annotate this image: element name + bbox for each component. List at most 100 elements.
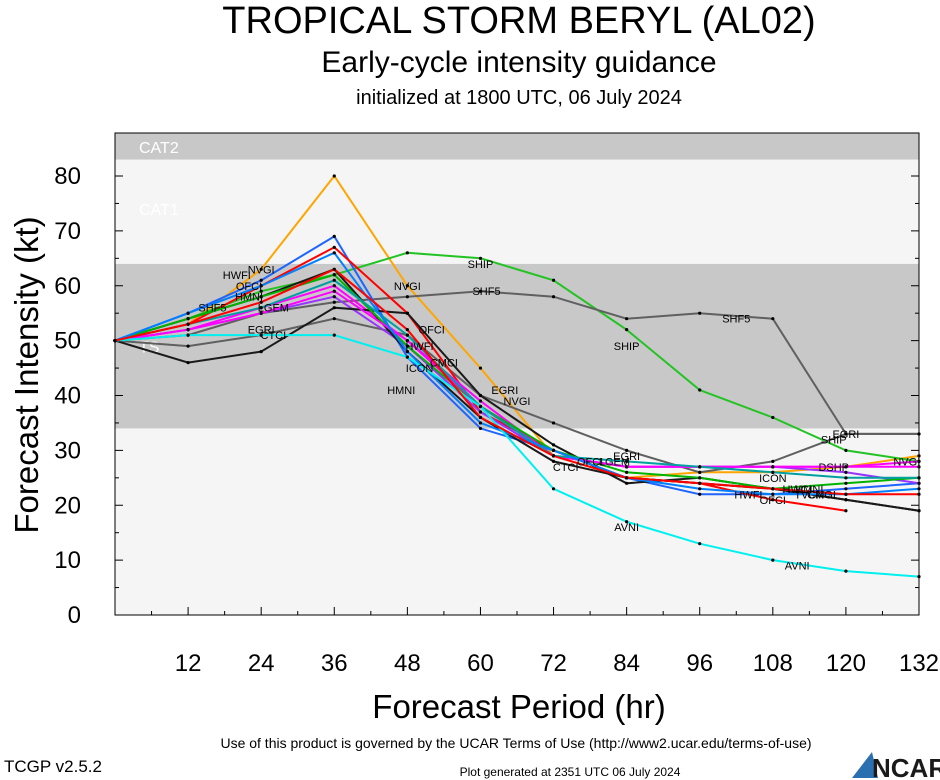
data-point-hwci: [332, 251, 336, 255]
data-point-dshp: [625, 465, 629, 469]
series-line-lgem: [114, 279, 919, 479]
data-point-ctci: [551, 443, 556, 447]
data-point-ofci: [844, 509, 848, 513]
data-point-lgem: [405, 333, 409, 337]
data-point-cmgi: [917, 481, 921, 485]
data-point-icon: [332, 273, 336, 277]
series-label-egri: EGRI: [613, 451, 640, 463]
series-line-egri: [114, 317, 919, 474]
series-label-shf5: SHF5: [198, 303, 226, 315]
data-point-ctci: [405, 311, 409, 315]
y-tick-label: 80: [54, 163, 81, 190]
data-point-tvcn: [113, 339, 117, 343]
data-point-ofci: [332, 245, 336, 249]
x-tick-label: 48: [394, 650, 421, 677]
series-label-cmci: CMCI: [430, 358, 458, 370]
x-tick-label: 36: [321, 650, 348, 677]
data-point-avni: [698, 542, 702, 546]
data-point-shf5: [771, 317, 775, 321]
series-label-avni: AVNI: [614, 522, 639, 534]
data-point-tvcn: [405, 328, 409, 332]
data-point-ctci: [478, 393, 483, 398]
series-label-hmni: HMNI: [235, 292, 263, 304]
data-point-tvcn: [698, 481, 702, 485]
data-point-lgem: [625, 459, 629, 463]
data-point-tvcn: [917, 492, 921, 496]
data-point-shf5: [332, 300, 336, 304]
data-point-ship: [259, 289, 263, 293]
data-point-dshp: [186, 328, 190, 332]
data-point-dshp: [917, 459, 921, 463]
x-tick-label: 120: [826, 650, 866, 677]
x-axis-label: Forecast Period (hr): [372, 688, 665, 725]
data-point-cmci: [478, 399, 483, 403]
data-point-avni: [917, 574, 921, 579]
data-point-hwci: [698, 487, 702, 491]
data-point-tvcn: [186, 322, 190, 326]
data-point-cmgi: [844, 470, 848, 474]
data-point-hwci: [186, 311, 190, 315]
x-tick-label: 132: [899, 650, 939, 677]
series-label-ofci: OFCI: [236, 281, 262, 293]
band-label-cat1: CAT1: [139, 202, 179, 219]
data-point-ctci: [917, 509, 921, 513]
series-label-shf5: SHF5: [722, 314, 750, 326]
series-label-icon: ICON: [406, 363, 434, 375]
data-point-avni: [332, 333, 336, 337]
series-label-ship: SHIP: [468, 259, 494, 271]
data-point-icon: [259, 295, 263, 299]
data-point-icon: [844, 481, 848, 485]
data-point-egri: [771, 459, 775, 463]
band-cat2: [115, 133, 919, 160]
series-label-egri: EGRI: [248, 325, 275, 337]
data-point-lgem: [771, 470, 775, 474]
logo-mark-icon: [852, 752, 878, 778]
series-label-lgem: LGEM: [599, 456, 630, 468]
data-point-icon: [186, 317, 190, 321]
series-label-ctci: CTCI: [261, 330, 287, 342]
series-label-cmgi: CMGI: [807, 489, 836, 501]
series-label-ship: SHIP: [821, 434, 847, 446]
series-label-lgem: LGEM: [258, 303, 289, 315]
data-point-dshp: [332, 289, 336, 293]
data-point-avni: [405, 355, 409, 359]
data-point-ctci: [625, 481, 629, 485]
series-label-hwfi: HWFI: [734, 489, 762, 501]
y-tick-label: 0: [68, 602, 81, 629]
series-label-tvcn: TVCN: [794, 489, 824, 501]
series-label-hwfi: HWFI: [223, 270, 251, 282]
data-point-nvgi: [259, 267, 263, 271]
data-point-egri: [551, 421, 556, 425]
data-point-hwci: [551, 448, 556, 452]
data-point-shf5: [625, 317, 629, 321]
data-point-tvcn: [844, 492, 848, 496]
data-point-shf5: [478, 289, 483, 293]
data-point-hwfi: [478, 426, 483, 431]
data-point-ctci: [259, 350, 263, 354]
data-point-hwfi: [698, 492, 702, 496]
series-label-ofci: OFCI: [577, 456, 603, 468]
series-label-ofci: OFCI: [419, 325, 445, 337]
series-label-icon: ICON: [759, 473, 787, 485]
y-tick-label: 60: [54, 273, 81, 300]
ncar-logo: NCAR: [852, 752, 940, 780]
x-tick-label: 84: [613, 650, 640, 677]
data-point-icon: [405, 344, 409, 348]
series-label-hwfi: HWFI: [405, 341, 433, 353]
series-label-hwci: HWCI: [783, 484, 812, 496]
data-point-cmgi: [478, 410, 483, 414]
y-tick-label: 40: [54, 383, 81, 410]
series-label-ship: SHIP: [614, 341, 640, 353]
data-point-ctci: [332, 306, 336, 310]
data-point-dshp: [771, 465, 775, 469]
data-point-avni: [844, 569, 848, 573]
terms-of-use: Use of this product is governed by the U…: [220, 735, 811, 751]
data-point-ctci: [844, 498, 848, 502]
data-point-hmni: [551, 459, 556, 463]
data-point-dshp: [844, 465, 848, 469]
x-tick-label: 60: [467, 650, 494, 677]
data-point-cmci: [332, 284, 336, 288]
x-tick-label: 12: [175, 650, 202, 677]
data-point-nvgi: [917, 454, 921, 458]
data-point-ship: [405, 251, 409, 255]
